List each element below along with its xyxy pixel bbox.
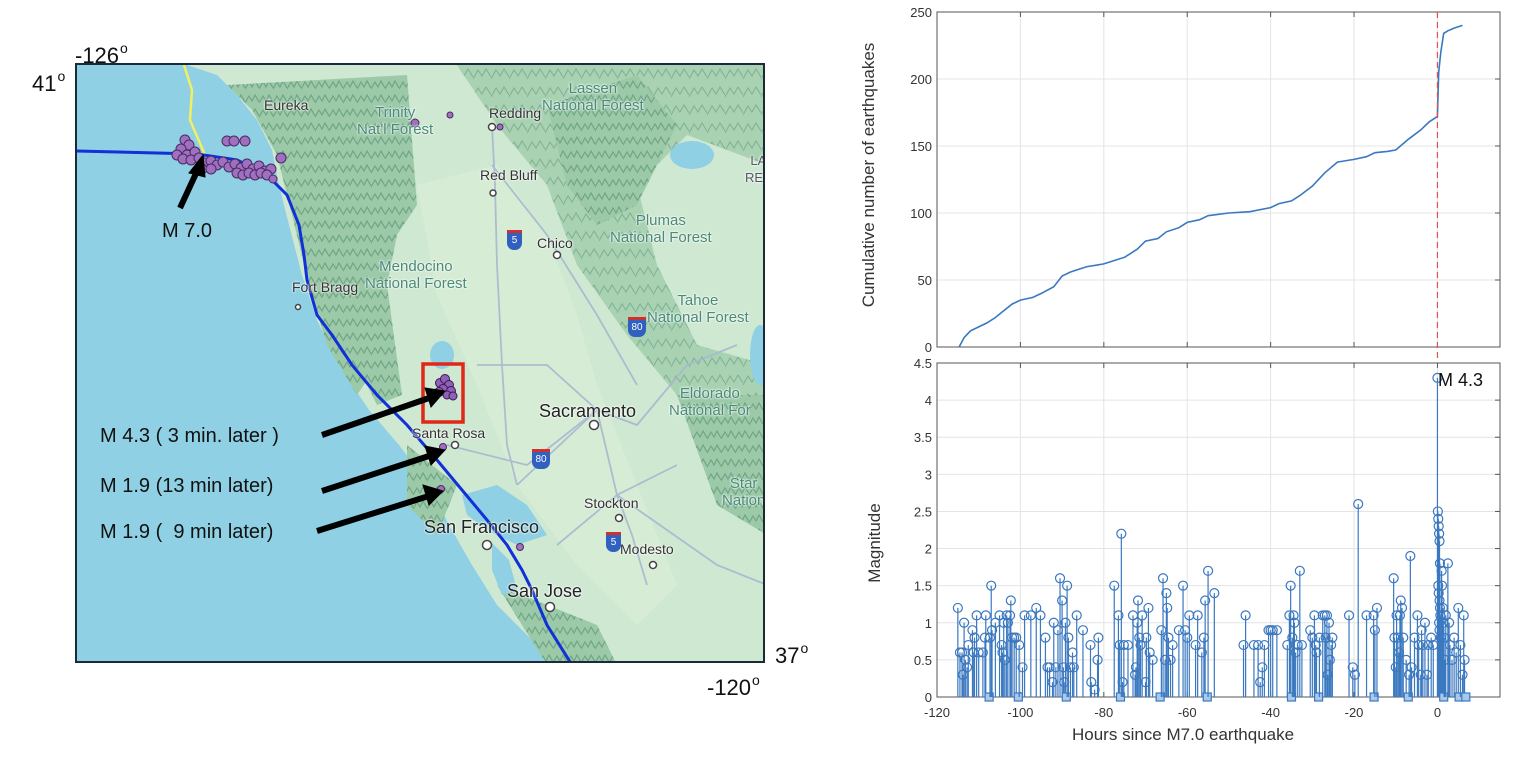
annotation-m19-9min: M 1.9 ( 9 min later) [100,521,274,543]
svg-text:0: 0 [925,690,932,705]
svg-text:4: 4 [925,393,932,408]
annotation-m43: M 4.3 ( 3 min. later ) [100,425,279,447]
svg-text:0.5: 0.5 [914,653,932,668]
highlight-box [421,362,465,424]
cumulative-chart: 0 50 100 150 200 250 Cumulative number of ear… [850,0,1536,360]
region-label-tahoe: Tahoe National Forest [647,292,749,326]
magnitude-chart: 0 0.5 1 1.5 2 2.5 3 3.5 4 4.5 -120 -100 -80 -60 -40 -20… [850,355,1536,759]
svg-text:-100: -100 [1007,705,1033,720]
region-label-trinity: Trinity Nat'l Forest [357,104,434,138]
city-label-redding: Redding [489,105,542,121]
city-label-eureka: Eureka [264,97,309,113]
city-label-chico: Chico [537,235,573,251]
svg-text:3.5: 3.5 [914,430,932,445]
svg-text:250: 250 [910,5,932,20]
region-label-mendocino: Mendocino National Forest [365,258,467,292]
magnitude-chart-plot: 0 0.5 1 1.5 2 2.5 3 3.5 4 4.5 -120 -100 -80 -60 -40 -20… [914,356,1501,720]
city-label-santa-rosa: Santa Rosa [412,425,486,441]
map-basemap [77,65,763,661]
city-label-san-francisco: San Francisco [424,517,540,537]
yellow-fault-line [182,65,207,156]
cumulative-chart-plot: 0 50 100 150 200 250 [910,5,1501,360]
m43-annotation: M 4.3 [1438,370,1484,390]
svg-text:2.5: 2.5 [914,504,932,519]
svg-text:-60: -60 [1178,705,1197,720]
city-label-fort-bragg: Fort Bragg [292,279,359,295]
svg-text:-40: -40 [1261,705,1280,720]
region-label-lassen-res: LARES [745,153,765,185]
magnitude-ylabel: Magnitude [865,503,884,583]
svg-text:150: 150 [910,139,932,154]
region-label-eldorado: Eldorado National For [669,385,751,419]
svg-text:50: 50 [918,273,932,288]
svg-text:200: 200 [910,72,932,87]
svg-text:1: 1 [925,616,932,631]
seismicity-map: Trinity Nat'l Forest Lassen National Fores… [75,63,765,663]
svg-text:-80: -80 [1094,705,1113,720]
city-label-san-jose: San Jose [507,581,583,601]
svg-text:3: 3 [925,467,932,482]
region-label-stanislaus: Star Nation [722,475,765,509]
region-label-lassen: Lassen National Forest [542,80,644,114]
svg-text:-20: -20 [1345,705,1364,720]
svg-text:4.5: 4.5 [914,356,932,371]
annotation-m19-13min: M 1.9 (13 min later) [100,475,274,497]
lon-label-bottom: -120o [707,672,760,700]
city-label-red-bluff: Red Bluff [480,167,538,183]
highway-shield-i80-west: 80 [532,449,550,469]
lat-label-top: 41o [32,68,66,96]
cumulative-ylabel: Cumulative number of earthquakes [859,42,878,308]
svg-text:2: 2 [925,542,932,557]
svg-text:0: 0 [1434,705,1441,720]
svg-text:1.5: 1.5 [914,579,932,594]
svg-text:-120: -120 [924,705,950,720]
region-label-plumas: Plumas National Forest [610,212,712,246]
svg-text:0: 0 [925,340,932,355]
lat-label-bottom: 37o [775,640,809,668]
annotation-m70: M 7.0 [162,220,213,242]
highway-shield-i5-south: 5 [606,532,621,552]
magnitude-xlabel: Hours since M7.0 earthquake [1072,725,1295,744]
highway-shield-i80-east: 80 [628,317,646,337]
city-label-modesto: Modesto [620,541,674,557]
city-label-stockton: Stockton [584,495,639,511]
city-label-sacramento: Sacramento [539,401,637,421]
svg-text:100: 100 [910,206,932,221]
highway-shield-i5-north: 5 [507,230,522,250]
